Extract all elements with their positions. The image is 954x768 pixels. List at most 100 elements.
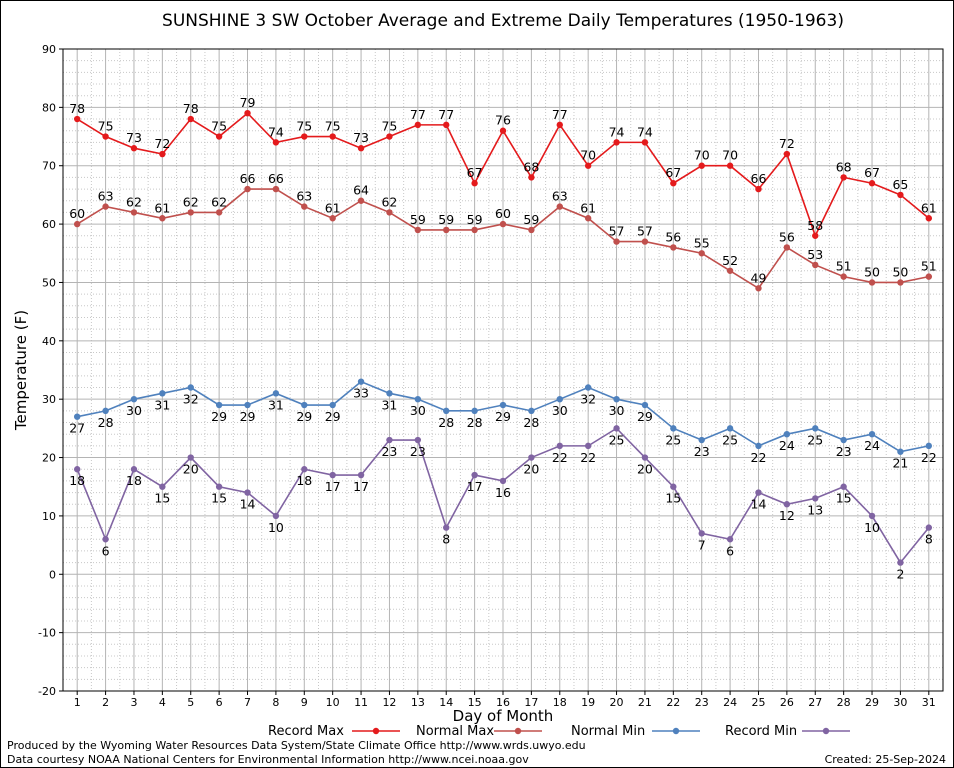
record-min-value-label: 17: [353, 479, 369, 494]
normal-min-point: [187, 384, 194, 391]
legend: Record Max Normal Max Normal Min Record Min: [268, 724, 850, 739]
record-min-value-label: 13: [807, 502, 823, 517]
normal-max-point: [244, 185, 251, 193]
record-min-point: [73, 466, 81, 473]
y-tick-label: -10: [38, 627, 56, 640]
normal-min-value-label: 28: [98, 415, 114, 430]
normal-min-point: [897, 448, 904, 455]
normal-min-point: [102, 407, 109, 415]
record-min-value-label: 23: [381, 444, 397, 459]
normal-min-point: [130, 395, 138, 403]
normal-min-value-label: 31: [268, 397, 284, 412]
record-min-value-label: 6: [102, 543, 110, 558]
legend-label-record-min: Record Min: [725, 724, 797, 739]
record-max-value-label: 67: [467, 165, 483, 180]
normal-min-value-label: 25: [722, 432, 738, 447]
normal-min-value-label: 21: [892, 456, 908, 471]
record-max-value-label: 76: [495, 113, 511, 128]
x-tick-label: 17: [524, 696, 538, 709]
normal-max-value-label: 60: [69, 206, 85, 221]
normal-min-value-label: 27: [69, 421, 85, 436]
record-min-value-label: 15: [154, 491, 170, 506]
record-max-point: [471, 180, 478, 187]
grid: [62, 48, 944, 692]
record-max-point: [130, 145, 138, 152]
y-tick-label: 40: [42, 335, 56, 348]
footer-source: Data courtesy NOAA National Centers for …: [7, 753, 529, 766]
record-min-point: [215, 483, 223, 490]
legend-label-normal-max: Normal Max: [416, 724, 494, 739]
normal-max-value-label: 51: [921, 259, 937, 274]
x-tick-label: 13: [411, 696, 425, 709]
record-min-point: [499, 477, 507, 485]
x-tick-label: 22: [666, 696, 680, 709]
record-max-value-label: 75: [381, 119, 397, 134]
record-max-value-label: 77: [410, 107, 426, 122]
record-max-point: [925, 215, 933, 222]
record-max-point: [499, 127, 507, 134]
normal-max-value-label: 62: [381, 194, 397, 209]
normal-max-value-label: 62: [183, 194, 199, 209]
normal-max-value-label: 61: [580, 200, 596, 215]
record-max-point: [726, 162, 734, 169]
record-max-value-label: 74: [609, 124, 625, 139]
x-tick-label: 10: [326, 696, 340, 709]
record-max-point: [783, 150, 791, 158]
x-tick-label: 15: [468, 696, 482, 709]
record-min-value-label: 22: [580, 450, 596, 465]
normal-min-point: [726, 425, 734, 432]
normal-min-value-label: 29: [637, 409, 653, 424]
normal-min-value-label: 29: [325, 409, 341, 424]
normal-max-point: [357, 197, 365, 204]
record-max-value-label: 70: [580, 148, 596, 163]
normal-max-point: [301, 203, 308, 210]
normal-min-value-label: 28: [438, 415, 454, 430]
normal-min-point: [556, 395, 563, 403]
legend-marker-record-min: [822, 727, 830, 735]
record-min-point: [925, 524, 933, 531]
normal-min-value-label: 23: [694, 444, 710, 459]
record-min-value-label: 17: [467, 479, 483, 494]
record-min-value-label: 8: [442, 532, 450, 547]
record-min-point: [159, 483, 166, 490]
normal-min-value-label: 29: [240, 409, 256, 424]
record-max-point: [73, 115, 81, 123]
record-min-value-label: 7: [698, 537, 706, 552]
record-max-point: [528, 174, 535, 181]
normal-min-value-label: 33: [353, 386, 369, 401]
normal-max-point: [499, 220, 507, 228]
normal-min-point: [414, 395, 422, 403]
normal-min-point: [755, 442, 762, 450]
record-max-value-label: 77: [438, 107, 454, 122]
record-min-point: [868, 512, 876, 520]
normal-max-value-label: 64: [353, 183, 369, 198]
normal-max-value-label: 63: [552, 189, 568, 204]
normal-max-point: [272, 185, 280, 193]
record-max-point: [698, 162, 705, 169]
x-tick-label: 6: [216, 696, 223, 709]
x-tick-label: 8: [272, 696, 279, 709]
x-axis-label: Day of Month: [453, 707, 554, 725]
normal-max-value-label: 51: [836, 259, 852, 274]
normal-max-point: [783, 244, 791, 251]
record-min-point: [329, 471, 336, 479]
x-tick-label: 21: [638, 696, 652, 709]
record-min-point: [102, 536, 109, 543]
normal-min-point: [670, 425, 677, 432]
record-min-value-label: 15: [211, 491, 227, 506]
record-max-point: [613, 139, 620, 146]
record-min-point: [301, 466, 308, 473]
x-tick-label: 11: [354, 696, 368, 709]
normal-min-value-label: 31: [154, 397, 170, 412]
record-min-value-label: 16: [495, 485, 511, 500]
normal-min-value-label: 25: [807, 432, 823, 447]
record-max-point: [272, 139, 280, 146]
x-tick-label: 12: [382, 696, 396, 709]
record-min-point: [641, 454, 649, 461]
record-max-point: [301, 133, 308, 140]
normal-max-point: [868, 279, 876, 286]
record-min-point: [357, 471, 365, 479]
record-min-value-label: 17: [325, 479, 341, 494]
normal-min-value-label: 22: [921, 450, 937, 465]
record-max-value-label: 72: [779, 136, 795, 151]
